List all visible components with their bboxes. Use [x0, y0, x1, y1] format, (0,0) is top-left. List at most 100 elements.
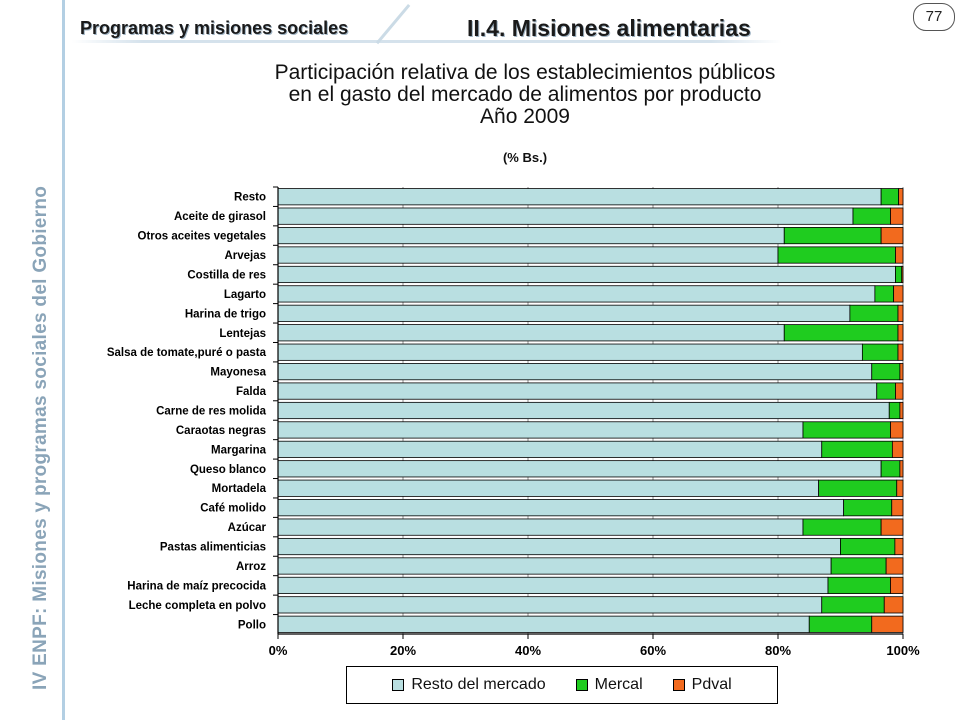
bar-pdval	[898, 188, 904, 206]
bar-pdval	[880, 518, 904, 536]
y-tick-label: Leche completa en polvo	[129, 600, 266, 612]
legend-item-resto: Resto del mercado	[392, 676, 546, 694]
x-tick-label: 60%	[640, 643, 666, 658]
y-tick-label: Harina de trigo	[185, 308, 266, 320]
bar-mercal	[880, 188, 900, 206]
bar-mercal	[895, 265, 903, 284]
legend-swatch-mercal	[575, 679, 588, 691]
bar-resto-del-mercado	[277, 227, 785, 245]
y-tick-label: Aceite de girasol	[174, 211, 266, 223]
bar-mercal	[802, 518, 882, 536]
legend-item-mercal: Mercal	[575, 676, 643, 694]
bar-pdval	[885, 557, 904, 575]
bar-resto-del-mercado	[277, 576, 829, 594]
y-tick-label: Pastas alimenticias	[160, 542, 266, 554]
chart-unit: (% Bs.)	[502, 150, 548, 165]
bar-resto-del-mercado	[277, 246, 779, 264]
bar-pdval	[895, 246, 904, 264]
bar-resto-del-mercado	[277, 324, 785, 342]
bar-resto-del-mercado	[277, 343, 863, 361]
y-tick-label: Pollo	[238, 619, 266, 631]
bar-pdval	[899, 460, 904, 478]
bar-mercal	[852, 207, 891, 225]
bar-resto-del-mercado	[277, 518, 804, 536]
sidebar-divider	[62, 0, 65, 720]
bar-resto-del-mercado	[277, 382, 878, 400]
bar-mercal	[802, 421, 891, 439]
y-tick-label: Harina de maíz precocida	[127, 580, 266, 592]
bar-pdval	[890, 207, 904, 225]
chart-title-line-3: Año 2009	[480, 105, 570, 128]
y-tick-label: Azúcar	[228, 522, 267, 534]
y-tick-label: Salsa de tomate,puré o pasta	[107, 347, 267, 359]
legend-swatch-pdval	[672, 679, 685, 691]
y-tick-label: Arroz	[236, 561, 266, 573]
y-tick-label: Otros aceites vegetales	[138, 231, 267, 243]
y-tick-label: Margarina	[211, 444, 267, 456]
header-underline	[72, 40, 782, 43]
bar-pdval	[901, 265, 904, 284]
bar-resto-del-mercado	[277, 537, 841, 556]
bar-resto-del-mercado	[277, 188, 882, 206]
y-tick-label: Mortadela	[212, 483, 267, 495]
page-number: 77	[913, 3, 955, 31]
legend-label-resto: Resto del mercado	[411, 676, 546, 693]
bar-mercal	[808, 615, 873, 633]
legend-label-mercal: Mercal	[594, 676, 643, 693]
bar-pdval	[890, 576, 904, 594]
y-tick-label: Caraotas negras	[176, 425, 266, 437]
x-tick-label: 0%	[269, 643, 288, 658]
bar-pdval	[891, 499, 904, 517]
bar-mercal	[849, 304, 899, 322]
legend-label-pdval: Pdval	[691, 676, 732, 693]
legend-swatch-resto	[392, 679, 405, 691]
chart-title: Participación relativa de los establecim…	[200, 62, 850, 128]
y-tick-label: Falda	[236, 386, 267, 398]
bar-pdval	[883, 596, 904, 614]
chart-title-line-2: en el gasto del mercado de alimentos por…	[288, 83, 762, 106]
y-tick-label: Café molido	[200, 503, 266, 515]
bar-resto-del-mercado	[277, 460, 882, 478]
bar-pdval	[899, 363, 904, 381]
bar-pdval	[880, 227, 904, 245]
bar-mercal	[777, 246, 896, 264]
bar-pdval	[897, 304, 904, 322]
bar-resto-del-mercado	[277, 265, 896, 284]
bar-pdval	[899, 401, 904, 420]
bar-resto-del-mercado	[277, 421, 804, 439]
bar-resto-del-mercado	[277, 479, 820, 497]
bar-pdval	[897, 343, 904, 361]
bar-mercal	[821, 596, 885, 614]
bar-resto-del-mercado	[277, 440, 823, 458]
x-tick-label: 80%	[765, 643, 791, 658]
bar-mercal	[843, 499, 893, 517]
bar-resto-del-mercado	[277, 363, 873, 381]
y-tick-label: Arvejas	[224, 250, 266, 262]
subsection-title: II.4. Misiones alimentarias	[467, 15, 751, 41]
bar-mercal	[874, 285, 895, 303]
legend: Resto del mercado Mercal Pdval	[346, 666, 778, 704]
bar-resto-del-mercado	[277, 304, 851, 322]
bar-pdval	[893, 285, 904, 303]
y-tick-label: Resto	[234, 192, 266, 204]
bar-resto-del-mercado	[277, 596, 823, 614]
bar-pdval	[897, 324, 904, 342]
bar-mercal	[876, 382, 896, 400]
bar-resto-del-mercado	[277, 499, 845, 517]
chart-title-line-1: Participación relativa de los establecim…	[274, 61, 776, 84]
y-tick-label: Costilla de res	[187, 269, 266, 281]
bar-pdval	[896, 479, 904, 497]
bar-resto-del-mercado	[277, 615, 810, 633]
y-tick-label: Lagarto	[224, 289, 266, 301]
y-tick-label: Queso blanco	[190, 464, 266, 476]
y-tick-label: Carne de res molida	[156, 406, 267, 418]
section-title: Programas y misiones sociales	[80, 18, 349, 38]
bar-mercal	[888, 401, 901, 420]
y-tick-label: Mayonesa	[210, 367, 266, 379]
bar-resto-del-mercado	[277, 207, 854, 225]
bar-pdval	[895, 382, 904, 400]
sidebar-strip	[0, 0, 62, 720]
bar-mercal	[827, 576, 891, 594]
bar-mercal	[783, 324, 899, 342]
